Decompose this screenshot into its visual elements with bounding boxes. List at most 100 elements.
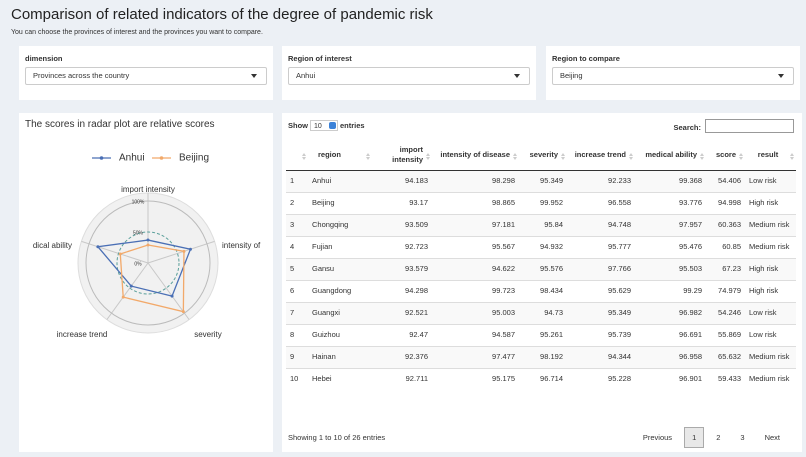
legend-marker xyxy=(99,156,104,160)
table-cell: 96.691 xyxy=(635,323,706,346)
table-cell: 98.865 xyxy=(432,191,519,214)
column-header[interactable]: result xyxy=(745,140,796,171)
table-cell: High risk xyxy=(745,257,796,280)
table-cell: 96.558 xyxy=(567,191,635,214)
chart-title: The scores in radar plot are relative sc… xyxy=(25,119,215,130)
filter-select[interactable]: Provinces across the country xyxy=(25,67,267,85)
table-cell: High risk xyxy=(745,191,796,214)
table-cell: 2 xyxy=(286,191,308,214)
table-cell: 95.261 xyxy=(519,323,567,346)
table-cell: 96.901 xyxy=(635,367,706,390)
filter-select[interactable]: Beijing xyxy=(552,67,794,85)
table-row: 6 Guangdong 94.298 99.723 98.434 95.629 99.29 7… xyxy=(286,279,796,302)
table-cell: Chongqing xyxy=(308,213,372,236)
table-row: 10 Hebei 92.711 95.175 96.714 95.228 96.901 59.… xyxy=(286,367,796,390)
column-header[interactable]: import intensity xyxy=(372,140,432,171)
page-length-select[interactable]: 10 xyxy=(310,120,338,131)
radar-axis-label: import intensity xyxy=(121,185,175,194)
table-cell: 95.739 xyxy=(567,323,635,346)
table-row: 8 Guizhou 92.47 94.587 95.261 95.739 96.691 55.… xyxy=(286,323,796,346)
radar-grid-circle xyxy=(116,231,180,295)
column-header[interactable]: medical ability xyxy=(635,140,706,171)
table-row: 4 Fujian 92.723 95.567 94.932 95.777 95.476 60.… xyxy=(286,235,796,258)
table-cell: Guangdong xyxy=(308,279,372,302)
column-header[interactable]: increase trend xyxy=(567,140,635,171)
table-cell: Medium risk xyxy=(745,213,796,236)
page-button[interactable]: 2 xyxy=(716,433,721,442)
page-button[interactable]: 3 xyxy=(740,433,745,442)
pagination: Previous 1 2 3 Next xyxy=(631,427,788,448)
table-cell: Hebei xyxy=(308,367,372,390)
table-cell: 93.17 xyxy=(372,191,432,214)
column-header[interactable]: severity xyxy=(519,140,567,171)
table-cell: 8 xyxy=(286,323,308,346)
table-cell: 92.47 xyxy=(372,323,432,346)
radar-tick-label: 100% xyxy=(132,199,145,205)
column-header[interactable]: intensity of disease xyxy=(432,140,519,171)
column-header[interactable]: score xyxy=(706,140,745,171)
table-cell: 54.406 xyxy=(706,169,745,192)
filter-label: Region to compare xyxy=(552,54,620,63)
table-cell: 94.587 xyxy=(432,323,519,346)
radar-chart: 0% 50% 100% import intensity intensity of sev… xyxy=(33,153,261,339)
table-cell: 95.175 xyxy=(432,367,519,390)
table-cell: 1 xyxy=(286,169,308,192)
radar-point xyxy=(96,245,100,249)
search-input[interactable] xyxy=(705,119,794,133)
table-cell: 94.344 xyxy=(567,345,635,368)
table-cell: Medium risk xyxy=(745,235,796,258)
table-cell: 94.998 xyxy=(706,191,745,214)
radar-point xyxy=(121,295,125,299)
table-cell: 5 xyxy=(286,257,308,280)
table-cell: 95.567 xyxy=(432,235,519,258)
table-cell: 67.23 xyxy=(706,257,745,280)
filter-box: Region to compare Beijing xyxy=(546,46,800,100)
table-cell: Medium risk xyxy=(745,367,796,390)
page-button[interactable]: Previous xyxy=(642,433,673,442)
table-cell: 94.748 xyxy=(567,213,635,236)
table-cell: Anhui xyxy=(308,169,372,192)
page-button[interactable]: 1 xyxy=(684,427,705,448)
filter-select[interactable]: Anhui xyxy=(288,67,530,85)
table-cell: 94.622 xyxy=(432,257,519,280)
table-cell: 95.84 xyxy=(519,213,567,236)
table-cell: 93.579 xyxy=(372,257,432,280)
table-cell: 60.363 xyxy=(706,213,745,236)
table-cell: Gansu xyxy=(308,257,372,280)
radar-axis xyxy=(81,240,149,264)
page-subtitle: You can choose the provinces of interest… xyxy=(11,29,263,36)
table-cell: 54.246 xyxy=(706,301,745,324)
table-cell: 99.29 xyxy=(635,279,706,302)
table-info: Showing 1 to 10 of 26 entries xyxy=(288,433,386,442)
radar-point xyxy=(182,249,186,253)
table-cell: 94.932 xyxy=(519,235,567,258)
legend-label: Beijing xyxy=(179,153,209,164)
table-cell: 7 xyxy=(286,301,308,324)
table-cell: Medium risk xyxy=(745,345,796,368)
radar-axis xyxy=(106,262,149,320)
table-cell: 10 xyxy=(286,367,308,390)
show-label: Show xyxy=(288,121,308,130)
table-cell: 95.576 xyxy=(519,257,567,280)
table-cell: 59.433 xyxy=(706,367,745,390)
radar-panel: The scores in radar plot are relative sc… xyxy=(19,113,273,452)
table-cell: 96.982 xyxy=(635,301,706,324)
table-cell: 92.723 xyxy=(372,235,432,258)
radar-point xyxy=(188,247,192,251)
radar-point xyxy=(146,243,150,247)
column-header[interactable]: region xyxy=(308,140,372,171)
table-cell: 95.349 xyxy=(519,169,567,192)
page-button[interactable]: Next xyxy=(764,433,780,442)
table-cell: 6 xyxy=(286,279,308,302)
legend-marker xyxy=(159,156,164,160)
table-row: 5 Gansu 93.579 94.622 95.576 97.766 95.503 67.2… xyxy=(286,257,796,280)
table-cell: Fujian xyxy=(308,235,372,258)
table-cell: 92.521 xyxy=(372,301,432,324)
radar-point xyxy=(118,252,122,256)
table-row: 9 Hainan 92.376 97.477 98.192 94.344 96.958 65.… xyxy=(286,345,796,368)
table-cell: 92.233 xyxy=(567,169,635,192)
data-table: region import intensity intensity of disea… xyxy=(286,140,796,390)
table-cell: 94.298 xyxy=(372,279,432,302)
search-label: Search: xyxy=(673,123,701,132)
